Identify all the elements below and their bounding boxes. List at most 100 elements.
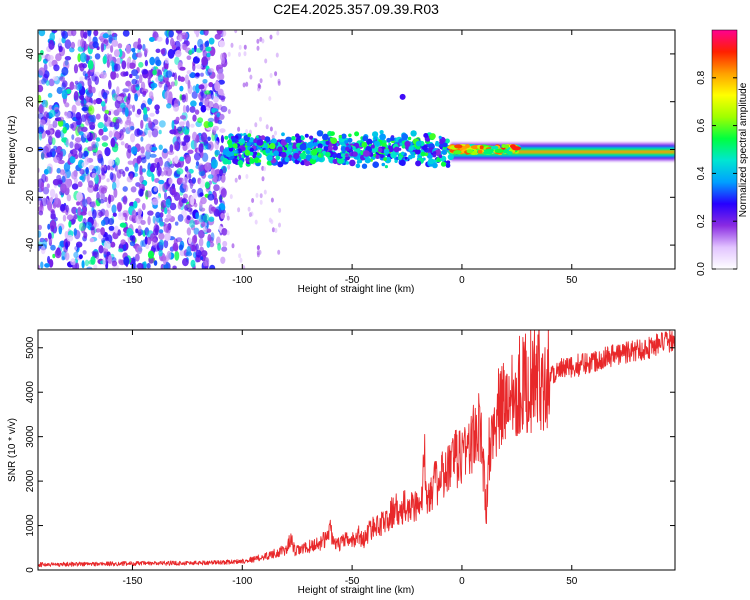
noise-cell	[213, 197, 219, 205]
signal-cell	[362, 135, 369, 142]
noise-cell	[52, 120, 58, 128]
noise-cell	[159, 120, 166, 128]
noise-cell	[129, 73, 133, 79]
noise-cell	[80, 211, 87, 216]
noise-cell	[103, 240, 111, 250]
noise-cell	[211, 159, 218, 169]
noise-cell	[216, 112, 220, 118]
noise-cell	[195, 83, 200, 94]
noise-cell	[77, 181, 83, 188]
noise-cell	[227, 109, 231, 115]
signal-cell	[222, 158, 229, 165]
noise-cell	[271, 227, 275, 233]
noise-cell	[167, 209, 171, 215]
noise-cell	[76, 191, 83, 202]
noise-cell	[175, 30, 183, 34]
noise-cell	[166, 214, 172, 219]
noise-cell	[191, 188, 196, 194]
noise-cell	[69, 141, 74, 149]
noise-cell	[82, 104, 89, 114]
signal-cell	[305, 150, 311, 155]
noise-cell	[48, 78, 55, 87]
noise-cell	[82, 198, 88, 208]
noise-cell	[179, 156, 185, 162]
noise-cell	[93, 264, 98, 269]
noise-cell	[106, 178, 110, 183]
signal-cell	[271, 138, 277, 145]
noise-cell	[52, 76, 59, 81]
colorbar: 0.0 0.2 0.4 0.6 0.8 Normalized spectral ampl…	[696, 29, 749, 276]
noise-cell	[40, 245, 46, 255]
signal-cell	[253, 151, 258, 155]
noise-cell	[193, 30, 200, 35]
noise-cell	[183, 184, 189, 193]
noise-cell	[227, 164, 231, 170]
noise-cell	[149, 37, 155, 42]
noise-cell	[80, 52, 87, 63]
noise-cell	[123, 72, 128, 77]
noise-cell	[61, 66, 69, 76]
noise-cell	[210, 90, 214, 100]
noise-cell	[157, 74, 164, 82]
noise-cell	[185, 120, 190, 130]
noise-cell	[175, 116, 180, 122]
noise-cell	[194, 202, 198, 208]
signal-cell	[277, 161, 284, 168]
noise-cell	[75, 262, 80, 269]
noise-cell	[40, 261, 44, 269]
noise-cell	[154, 104, 160, 111]
signal-cell	[432, 154, 437, 158]
noise-cell	[84, 259, 89, 267]
noise-cell	[110, 45, 114, 53]
signal-cell	[336, 157, 344, 164]
noise-cell	[132, 256, 136, 266]
signal-cell	[393, 146, 400, 153]
signal-cell	[273, 150, 279, 157]
noise-cell	[140, 146, 145, 154]
noise-cell	[88, 180, 94, 188]
noise-cell	[158, 239, 164, 250]
signal-cell	[381, 162, 386, 167]
noise-cell	[277, 80, 281, 86]
noise-cell	[58, 37, 62, 47]
noise-cell	[47, 92, 53, 98]
noise-cell	[208, 141, 214, 151]
noise-cell	[152, 69, 158, 76]
noise-cell	[179, 115, 187, 120]
signal-cell	[340, 146, 347, 152]
noise-cell	[91, 86, 96, 94]
signal-cell	[432, 151, 437, 155]
noise-cell	[38, 54, 42, 62]
noise-cell	[242, 82, 246, 88]
noise-cell	[107, 218, 115, 225]
noise-cell	[245, 129, 249, 134]
noise-cell	[268, 96, 272, 102]
tick-label: -100	[232, 576, 252, 587]
noise-cell	[73, 228, 78, 236]
noise-cell	[41, 99, 48, 108]
noise-cell	[259, 193, 263, 199]
noise-cell	[195, 72, 200, 77]
noise-cell	[137, 225, 142, 233]
noise-cell	[114, 121, 120, 130]
tick-label: -20	[25, 190, 36, 205]
noise-cell	[98, 211, 104, 217]
noise-cell	[64, 102, 70, 108]
noise-cell	[122, 186, 128, 192]
noise-cell	[116, 201, 123, 212]
signal-cell	[225, 150, 232, 158]
noise-cell	[86, 134, 93, 142]
noise-cell	[234, 177, 238, 183]
signal-cell	[256, 139, 264, 146]
noise-cell	[54, 109, 61, 118]
noise-cell	[119, 119, 123, 125]
noise-cell	[86, 266, 93, 269]
noise-cell	[177, 177, 184, 183]
noise-cell	[91, 250, 99, 255]
noise-cell	[78, 222, 86, 232]
spectrogram-x-label: Height of straight line (km)	[298, 284, 415, 295]
noise-cell	[113, 63, 121, 72]
noise-cell	[175, 237, 183, 243]
noise-cell	[96, 191, 100, 201]
signal-cell	[345, 153, 349, 157]
